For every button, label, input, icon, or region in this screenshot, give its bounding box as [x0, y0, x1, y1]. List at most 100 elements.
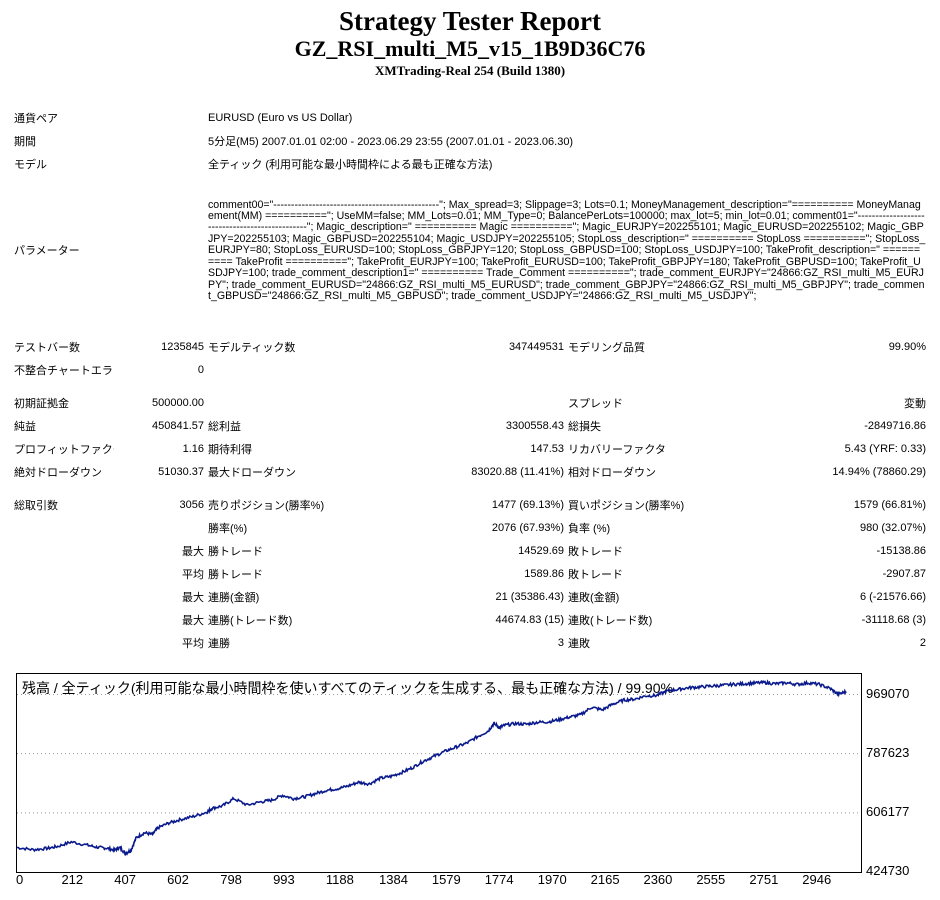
period-label: 期間 — [14, 135, 36, 148]
avg-loss-label: 敗トレード — [568, 568, 623, 581]
y-tick-label-0: 969070 — [866, 685, 910, 701]
x-tick-label-3: 602 — [167, 872, 189, 887]
x-tick-label-9: 1774 — [484, 872, 514, 887]
deposit-value: 500000.00 — [152, 396, 204, 409]
largest-word: 最大 — [182, 545, 204, 558]
max-cons-win-amt-value: 21 (35386.43) — [495, 590, 565, 603]
avg-loss-value: -2907.87 — [882, 567, 926, 580]
max-cons-win-amt-label: 連勝(金額) — [208, 591, 260, 604]
win-pct-value: 2076 (67.93%) — [491, 521, 564, 534]
balance-chart: 残高 / 全ティック(利用可能な最小時間枠を使いすべてのティックを生成する、最も… — [16, 673, 862, 873]
net-value: 450841.57 — [152, 419, 204, 432]
spread-value: 変動 — [904, 397, 926, 410]
trades-value: 3056 — [179, 498, 204, 511]
spread-label: スプレッド — [568, 397, 623, 410]
symbol-label: 通貨ペア — [14, 112, 58, 125]
x-tick-label-12: 2360 — [643, 872, 673, 887]
rf-value: 5.43 (YRF: 0.33) — [844, 442, 926, 455]
avg-win-label: 勝トレード — [208, 568, 263, 581]
model-label: モデル — [14, 158, 47, 171]
pf-value: 1.16 — [182, 442, 204, 455]
report-table: 通貨ペア EURUSD (Euro vs US Dollar) 期間 5分足(M… — [14, 106, 926, 654]
largest-win-value: 14529.69 — [518, 544, 564, 557]
bars-label: テストバー数 — [14, 341, 80, 354]
largest-win-label: 勝トレード — [208, 545, 263, 558]
max-word: 最大 — [182, 614, 204, 627]
avg-cons-win-value: 3 — [557, 636, 564, 649]
symbol-value: EURUSD (Euro vs US Dollar) — [208, 111, 353, 124]
average-word: 平均 — [182, 637, 204, 650]
y-tick-label-3: 424730 — [866, 863, 910, 878]
x-tick-label-7: 1384 — [379, 872, 408, 887]
x-tick-label-11: 2165 — [590, 872, 620, 887]
server-build: XMTrading-Real 254 (Build 1380) — [374, 63, 566, 78]
x-tick-label-6: 1188 — [325, 872, 354, 887]
x-tick-label-14: 2751 — [749, 872, 779, 887]
params-label: パラメーター — [14, 245, 80, 257]
y-tick-label-1: 787623 — [866, 744, 910, 760]
largest-loss-value: -15138.86 — [876, 544, 926, 557]
trades-label: 総取引数 — [14, 499, 58, 512]
short-label: 売りポジション(勝率%) — [208, 499, 325, 512]
mismatch-value: 0 — [197, 363, 204, 376]
balance-series-line — [17, 679, 847, 857]
balance-line-svg — [17, 679, 861, 857]
period-value: 5分足(M5) 2007.01.01 02:00 - 2023.06.29 23… — [208, 135, 574, 148]
bars-value: 1235845 — [161, 340, 204, 353]
max-cons-loss-cnt-label: 連敗(トレード数) — [568, 614, 653, 627]
exp-value: 147.53 — [530, 442, 564, 455]
largest-loss-label: 敗トレード — [568, 545, 623, 558]
pf-label: プロフィットファクタ — [14, 443, 114, 456]
ticks-value: 347449531 — [508, 340, 564, 353]
avg-cons-loss-label: 連敗 — [568, 637, 590, 650]
quality-label: モデリング品質 — [568, 341, 645, 354]
deposit-label: 初期証拠金 — [14, 397, 69, 410]
x-tick-label-4: 798 — [220, 872, 242, 887]
average-word: 平均 — [182, 568, 204, 581]
max-cons-loss-cnt-value: -31118.68 (3) — [861, 613, 926, 626]
gross-loss-label: 総損失 — [568, 420, 601, 433]
x-tick-label-10: 1970 — [537, 872, 567, 887]
report-title: Strategy Tester Report — [339, 6, 601, 36]
ticks-label: モデルティック数 — [208, 341, 296, 354]
loss-pct-value: 980 (32.07%) — [859, 521, 926, 534]
x-tick-label-5: 993 — [273, 872, 295, 887]
x-tick-label-1: 212 — [61, 872, 84, 887]
x-tick-label-13: 2555 — [696, 872, 726, 887]
params-value: comment00="-----------------------------… — [208, 198, 926, 302]
max-dd-value: 83020.88 (11.41%) — [471, 465, 564, 478]
rf-label: リカバリーファクタ — [568, 443, 666, 456]
model-value: 全ティック (利用可能な最小時間枠による最も正確な方法) — [208, 158, 493, 171]
gross-loss-value: -2849716.86 — [864, 419, 926, 432]
avg-cons-win-label: 連勝 — [208, 637, 230, 650]
gross-profit-label: 総利益 — [208, 420, 241, 433]
x-tick-label-15: 2946 — [802, 872, 832, 887]
x-tick-label-0: 0 — [16, 872, 24, 887]
max-dd-label: 最大ドローダウン — [208, 466, 296, 479]
abs-dd-label: 絶対ドローダウン — [14, 466, 102, 479]
ea-name: GZ_RSI_multi_M5_v15_1B9D36C76 — [294, 36, 646, 61]
gross-profit-value: 3300558.43 — [505, 419, 564, 432]
quality-value: 99.90% — [888, 340, 926, 353]
long-value: 1579 (66.81%) — [853, 498, 926, 511]
abs-dd-value: 51030.37 — [158, 465, 204, 478]
x-tick-label-2: 407 — [114, 872, 136, 887]
avg-cons-loss-value: 2 — [919, 636, 926, 649]
max-word: 最大 — [182, 591, 204, 604]
net-label: 純益 — [14, 420, 36, 433]
max-cons-win-cnt-label: 連勝(トレード数) — [208, 614, 293, 627]
chart-title: 残高 / 全ティック(利用可能な最小時間枠を使いすべてのティックを生成する、最も… — [22, 680, 673, 696]
avg-win-value: 1589.86 — [524, 567, 564, 580]
win-pct-label: 勝率(%) — [208, 522, 248, 535]
short-value: 1477 (69.13%) — [491, 498, 564, 511]
max-cons-loss-amt-label: 連敗(金額) — [568, 591, 620, 604]
loss-pct-label: 負率 (%) — [568, 522, 611, 535]
y-tick-label-2: 606177 — [866, 803, 910, 819]
rel-dd-value: 14.94% (78860.29) — [832, 465, 926, 478]
rel-dd-label: 相対ドローダウン — [568, 466, 656, 479]
mismatch-label: 不整合チャートエラー — [14, 364, 114, 377]
x-tick-label-8: 1579 — [431, 872, 461, 887]
exp-label: 期待利得 — [208, 443, 252, 456]
long-label: 買いポジション(勝率%) — [568, 499, 685, 512]
max-cons-win-cnt-value: 44674.83 (15) — [495, 613, 565, 626]
